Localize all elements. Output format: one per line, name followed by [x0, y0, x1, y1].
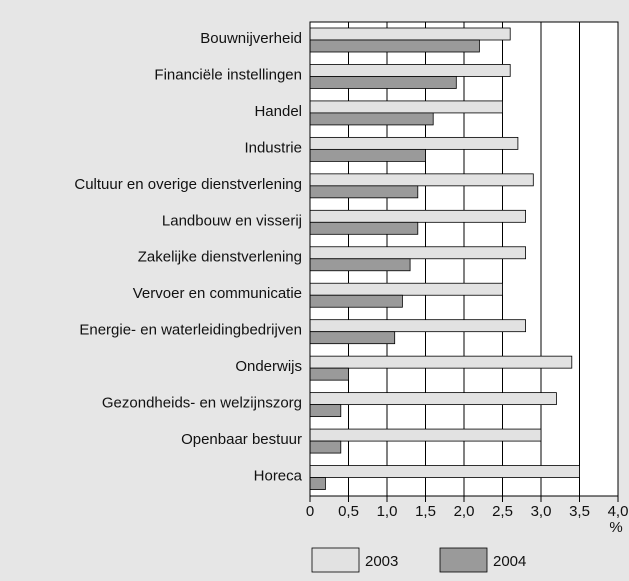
category-label: Cultuur en overige dienstverlening	[74, 176, 302, 193]
bar	[309, 392, 557, 406]
category-label: Horeca	[254, 468, 303, 485]
category-label: Onderwijs	[235, 358, 302, 375]
x-tick-label: 1,5	[415, 503, 436, 520]
bar	[309, 465, 580, 478]
bar	[309, 355, 573, 369]
bar	[309, 136, 519, 150]
bar	[309, 246, 527, 260]
category-label: Vervoer en communicatie	[133, 285, 302, 302]
bar	[309, 185, 419, 199]
bar	[309, 148, 426, 162]
bar	[309, 294, 403, 308]
bar	[309, 428, 542, 442]
bar	[309, 367, 349, 381]
category-label: Bouwnijverheid	[200, 30, 302, 47]
bar	[309, 173, 534, 187]
bar	[309, 64, 511, 77]
bar	[309, 39, 480, 53]
category-label: Openbaar bestuur	[181, 431, 302, 448]
x-tick-label: 3,0	[531, 503, 552, 520]
x-tick-label: 4,0	[608, 503, 629, 520]
category-label: Landbouw en visserij	[162, 212, 302, 229]
category-label: Gezondheids- en welzijnszorg	[102, 395, 302, 412]
bar	[309, 319, 527, 333]
x-tick-label: 0,5	[338, 503, 359, 520]
legend-swatch	[311, 547, 360, 573]
bar	[309, 221, 419, 235]
bar	[309, 27, 511, 41]
legend-swatch	[439, 547, 488, 573]
x-tick-label: 2,0	[454, 503, 475, 520]
x-tick-label: 3,5	[569, 503, 590, 520]
bar	[309, 100, 503, 114]
x-tick-label: 2,5	[492, 503, 513, 520]
category-label: Financiële instellingen	[154, 66, 302, 83]
legend-label: 2003	[365, 553, 398, 570]
category-label: Energie- en waterleidingbedrijven	[79, 322, 302, 339]
bar	[309, 282, 503, 296]
bar	[309, 209, 527, 223]
bar	[309, 331, 396, 345]
bar	[309, 112, 434, 126]
bar	[309, 258, 411, 272]
legend-label: 2004	[493, 553, 526, 570]
bar	[309, 76, 457, 89]
bar	[309, 440, 342, 454]
category-label: Handel	[254, 103, 302, 120]
x-tick-label: 0	[306, 503, 314, 520]
category-label: Industrie	[244, 139, 302, 156]
category-label: Zakelijke dienstverlening	[138, 249, 302, 266]
bar	[309, 404, 342, 418]
bar	[309, 477, 326, 490]
x-axis-label: %	[609, 519, 622, 536]
x-tick-label: 1,0	[377, 503, 398, 520]
